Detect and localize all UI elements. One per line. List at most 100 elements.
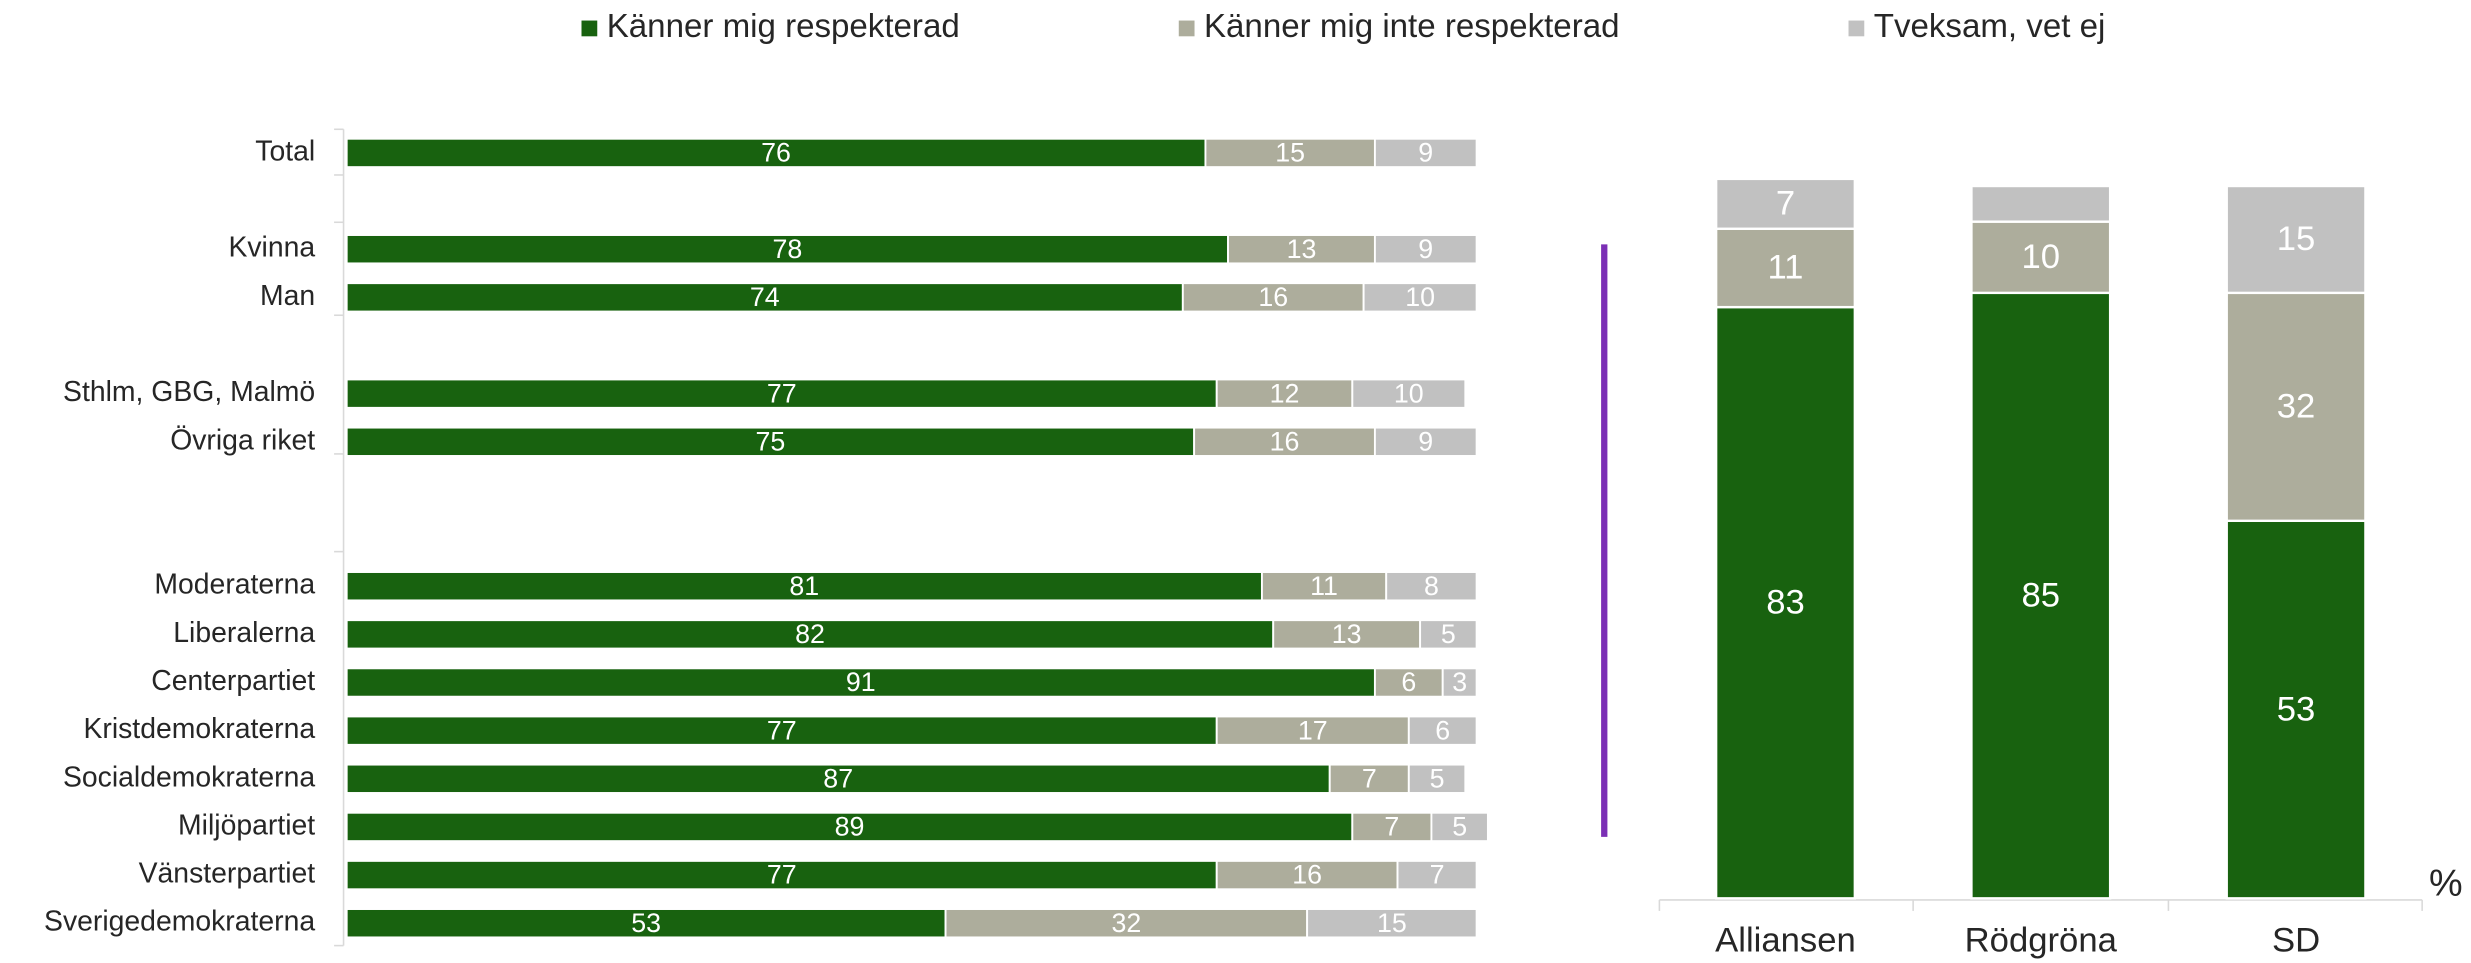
bar-segment (1351, 378, 1467, 409)
bar-segment (1407, 763, 1467, 794)
value-label: 77 (767, 860, 797, 890)
value-label: 77 (767, 715, 797, 745)
bar-segment (1362, 282, 1478, 313)
value-label: 77 (767, 378, 797, 408)
value-label: 76 (761, 138, 791, 168)
bar-segment (1351, 811, 1433, 843)
value-label: 17 (1298, 715, 1328, 745)
value-label: 6 (1401, 667, 1416, 697)
legend-label: Känner mig inte respekterad (1204, 8, 1620, 45)
legend-marker (1848, 20, 1865, 37)
value-label: 8 (1424, 571, 1439, 601)
y-tick-label: Vänsterpartiet (139, 858, 316, 890)
bar-segment (1373, 426, 1478, 457)
bar-segment (1970, 220, 2112, 295)
bar-segment (1373, 137, 1478, 169)
value-label: 5 (1441, 619, 1456, 649)
legend-marker (1178, 20, 1195, 37)
bar-segment (1714, 227, 1857, 309)
value-label: 89 (835, 812, 865, 842)
bar-segment (1215, 378, 1354, 409)
value-label: 12 (1270, 378, 1300, 408)
bar-segment (345, 571, 1263, 602)
value-label: 7 (1384, 812, 1399, 842)
bar-segment (1306, 908, 1478, 939)
y-tick-label: Sverigedemokraterna (44, 906, 315, 938)
bar-segment (345, 811, 1354, 843)
bar-segment (1970, 184, 2112, 223)
y-tick-label: Socialdemokraterna (63, 761, 315, 793)
y-tick-label: Liberalerna (173, 617, 315, 649)
bar-segment (345, 715, 1218, 746)
y-tick-label: Övriga riket (170, 424, 315, 456)
bar-segment (2225, 519, 2367, 900)
left-axis (334, 128, 345, 947)
value-label: 10 (1394, 378, 1424, 408)
value-label: 74 (750, 282, 780, 312)
bar-segment (1328, 763, 1410, 794)
value-label: 83 (1766, 583, 1805, 621)
x-tick-label: SD (2272, 922, 2320, 960)
bar-segment (1272, 619, 1422, 650)
y-tick-label: Kvinna (228, 232, 315, 264)
bar-segment (1714, 177, 1857, 230)
y-tick-label: Moderaterna (154, 569, 315, 601)
legend-marker (581, 20, 598, 37)
value-label: 13 (1332, 619, 1362, 649)
value-label: 7 (1776, 185, 1795, 223)
bottom-axis (1658, 899, 2423, 911)
bar-segment (1373, 234, 1478, 265)
value-label: 82 (795, 619, 825, 649)
legend-label: Känner mig respekterad (607, 8, 960, 45)
value-label: 78 (772, 234, 802, 264)
value-label: 32 (1111, 908, 1141, 938)
value-label: 13 (1287, 234, 1317, 264)
bar-segment (1385, 571, 1478, 602)
bar-segment (1407, 715, 1478, 746)
value-label: 16 (1292, 860, 1322, 890)
x-tick-label: Rödgröna (1965, 922, 2118, 960)
bar-segment (1419, 619, 1478, 650)
y-tick-label: Sthlm, GBG, Malmö (63, 376, 315, 408)
value-label: 15 (1275, 138, 1305, 168)
bar-segment (1193, 426, 1376, 457)
bar-segment (2225, 184, 2367, 295)
value-label: 9 (1418, 138, 1433, 168)
value-label: 16 (1258, 282, 1288, 312)
value-label: 9 (1418, 426, 1433, 456)
value-label: 7 (1430, 860, 1445, 890)
bar-segment (345, 426, 1196, 457)
bar-segment (1970, 291, 2112, 900)
value-label: 11 (1310, 571, 1338, 601)
value-label: 85 (2021, 576, 2060, 614)
legend-label: Tveksam, vet ej (1874, 8, 2106, 45)
bar-segment (1215, 859, 1399, 891)
bar-segment (1181, 282, 1365, 313)
unit-label: % (2429, 863, 2463, 905)
value-label: 81 (789, 571, 819, 601)
bar-segment (345, 859, 1218, 891)
bar-segment (1441, 667, 1478, 698)
y-tick-label: Centerpartiet (151, 665, 315, 697)
bar-segment (1260, 571, 1388, 602)
value-label: 6 (1435, 715, 1450, 745)
bar-segment (1215, 715, 1410, 746)
y-tick-label: Kristdemokraterna (83, 713, 315, 745)
value-label: 7 (1362, 763, 1377, 793)
value-label: 15 (1377, 908, 1407, 938)
bar-segment (345, 378, 1218, 409)
value-label: 5 (1452, 812, 1467, 842)
y-tick-label: Man (260, 280, 315, 312)
value-label: 91 (846, 667, 876, 697)
value-label: 53 (631, 908, 661, 938)
y-tick-label: Miljöpartiet (178, 809, 315, 841)
value-label: 15 (2277, 220, 2316, 258)
bar-segment (1430, 811, 1489, 843)
value-label: 53 (2277, 690, 2316, 728)
value-label: 9 (1418, 234, 1433, 264)
value-label: 87 (823, 763, 853, 793)
value-label: 11 (1767, 249, 1803, 287)
bar-segment (345, 908, 947, 939)
value-label: 3 (1452, 667, 1467, 697)
